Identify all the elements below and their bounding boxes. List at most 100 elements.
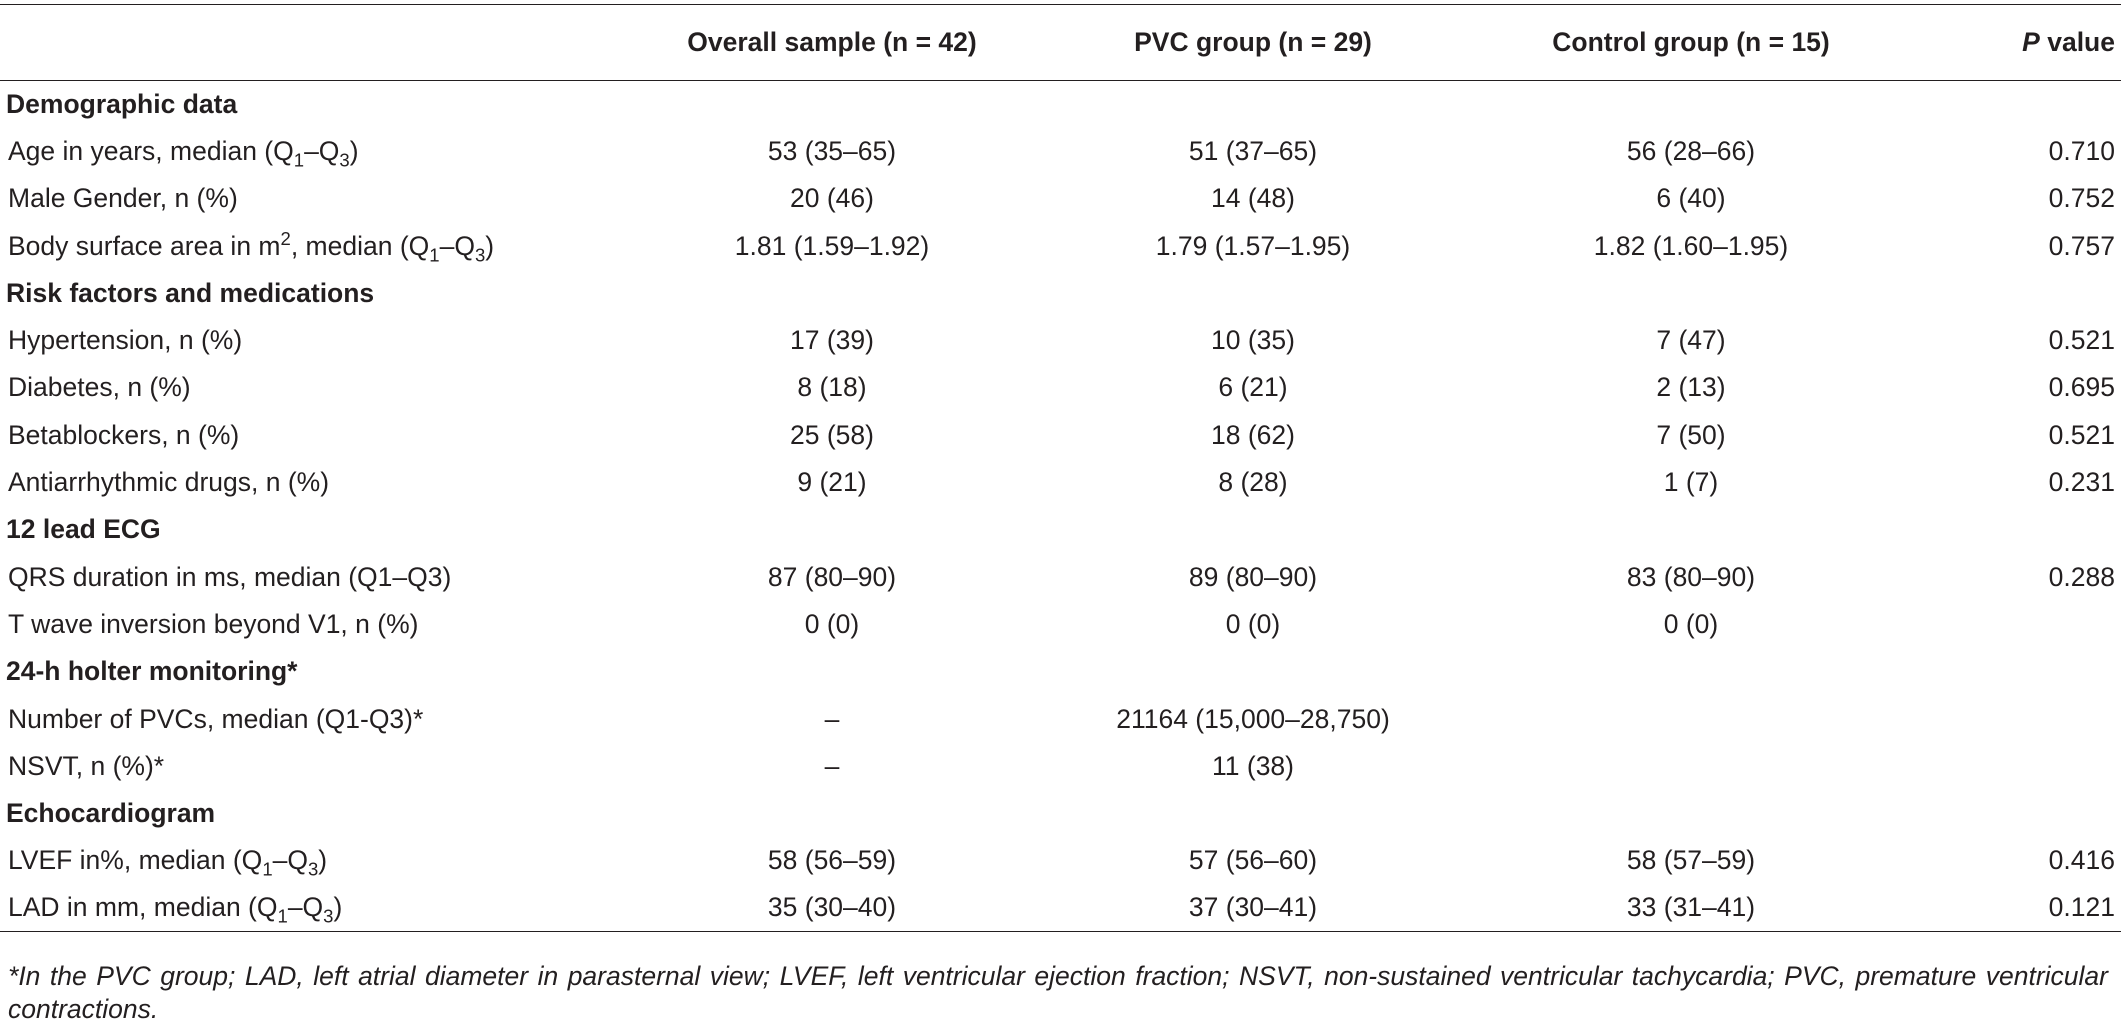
cell-control-group: 0 (0) [1663,608,1719,639]
section-title: 12 lead ECG [6,514,161,545]
label-text: –Q [272,845,308,876]
row-label: QRS duration in ms, median (Q1–Q3) [0,553,630,600]
label-text: NSVT, n (%)* [8,750,165,781]
section-title: Echocardiogram [6,798,216,829]
cell-overall-sample: – [824,703,840,734]
label-subscript: 3 [474,243,486,265]
table-row: Diabetes, n (%) 8 (18) 6 (21) 2 (13) 0.695 [0,364,2121,411]
cell-control-group: 33 (31–41) [1472,884,1910,933]
label-superscript: 2 [280,227,291,249]
section-title: Risk factors and medications [6,277,375,308]
cell-p-value [1910,743,2121,790]
section-header-row: 24-h holter monitoring* [0,648,2121,695]
cell-control-group: 7 (47) [1656,325,1726,356]
row-label: Body surface area in m2, median (Q1–Q3) [0,222,630,269]
section-title: Demographic data [6,88,238,119]
header-overall-sample: Overall sample (n = 42) [630,4,1034,81]
cell-p-value [1910,695,2121,742]
label-text: Male Gender, n (%) [8,183,238,214]
cell-p-value: 0.121 [1910,884,2121,933]
label-subscript: 1 [262,858,273,880]
label-subscript: 3 [307,858,319,880]
table-footnote: *In the PVC group; LAD, left atrial diam… [8,961,2108,1024]
cell-pvc-group: 11 (38) [1212,750,1294,781]
label-subscript: 1 [429,243,440,265]
cell-p-value: 0.757 [2048,230,2115,261]
cell-overall-sample: 53 (35–65) [767,135,897,166]
table-row: LAD in mm, median (Q1–Q3) 35 (30–40) 37 (3… [0,884,2121,933]
label-text: ) [349,135,359,166]
label-text: Number of PVCs, median (Q1-Q3)* [8,703,424,734]
cell-p-value: 0.521 [2048,419,2115,450]
row-label: Antiarrhythmic drugs, n (%) [0,459,630,506]
table-row: QRS duration in ms, median (Q1–Q3) 87 (80… [0,553,2121,600]
row-label: Male Gender, n (%) [0,175,630,222]
section-header-row: Demographic data [0,81,2121,128]
cell-pvc-group: 14 (48) [1211,183,1295,214]
characteristics-table: Overall sample (n = 42) PVC group (n = 2… [0,4,2121,933]
cell-overall-sample: 17 (39) [790,325,874,356]
cell-pvc-group: 37 (30–41) [1034,884,1472,933]
cell-control-group: 7 (50) [1656,419,1726,450]
cell-overall-sample: 9 (21) [797,467,867,498]
section-title: 24-h holter monitoring* [6,656,298,687]
header-p-letter: P [2022,27,2040,57]
cell-pvc-group: 6 (21) [1218,372,1288,403]
label-text: Hypertension, n (%) [8,325,243,356]
table-row: Body surface area in m2, median (Q1–Q3) 1… [0,222,2121,269]
label-text: –Q [287,892,324,923]
section-header-row: 12 lead ECG [0,506,2121,553]
row-label: Betablockers, n (%) [0,412,630,459]
label-text: ) [333,892,343,923]
table-row: T wave inversion beyond V1, n (%) 0 (0) 0 … [0,601,2121,648]
table-body: Demographic data Age in years, median (Q1… [0,81,2121,933]
cell-control-group: 2 (13) [1656,372,1726,403]
header-label-column [0,4,630,81]
table-row: Antiarrhythmic drugs, n (%) 9 (21) 8 (28) 1… [0,459,2121,506]
table-row: Hypertension, n (%) 17 (39) 10 (35) 7 (47) 0… [0,317,2121,364]
label-text: ) [318,845,328,876]
cell-pvc-group: 10 (35) [1211,325,1295,356]
label-text: LAD in mm, median (Q [8,892,278,923]
label-text: –Q [304,135,340,166]
cell-pvc-group: 1.79 (1.57–1.95) [1155,230,1351,261]
cell-control-group: 6 (40) [1656,183,1726,214]
row-label: T wave inversion beyond V1, n (%) [0,601,630,648]
cell-p-value: 0.752 [2048,183,2115,214]
cell-control-group [1472,743,1910,790]
label-subscript: 3 [339,149,350,171]
cell-overall-sample: 0 (0) [804,608,860,639]
label-subscript: 1 [277,905,288,927]
label-subscript: 3 [323,905,334,927]
cell-control-group [1472,695,1910,742]
cell-p-value: 0.416 [2048,845,2115,876]
cell-control-group: 56 (28–66) [1626,135,1756,166]
label-text: Age in years, median (Q [8,135,294,166]
cell-control-group: 58 (57–59) [1626,845,1756,876]
header-control-group: Control group (n = 15) [1472,4,1910,81]
cell-pvc-group: 0 (0) [1225,608,1281,639]
row-label: Age in years, median (Q1–Q3) [0,128,630,175]
label-text: ) [485,230,495,261]
cell-p-value: 0.521 [2048,325,2115,356]
cell-p-value: 0.695 [2048,372,2115,403]
cell-pvc-group: 18 (62) [1211,419,1295,450]
cell-p-value [1910,601,2121,648]
cell-pvc-group: 57 (56–60) [1188,845,1318,876]
row-label: Hypertension, n (%) [0,317,630,364]
table-row: Betablockers, n (%) 25 (58) 18 (62) 7 (50) 0… [0,412,2121,459]
cell-p-value: 0.231 [2048,467,2115,498]
cell-overall-sample: – [824,750,840,781]
cell-p-value: 0.710 [2048,135,2115,166]
label-subscript: 1 [293,149,305,171]
label-text: Diabetes, n (%) [8,372,191,403]
label-text: –Q [439,230,475,261]
cell-pvc-group: 21164 (15,000–28,750) [1116,703,1390,734]
row-label: LAD in mm, median (Q1–Q3) [0,884,630,933]
row-label: Diabetes, n (%) [0,364,630,411]
table-row: Male Gender, n (%) 20 (46) 14 (48) 6 (40) 0.… [0,175,2121,222]
table-row: LVEF in%, median (Q1–Q3) 58 (56–59) 57 (56… [0,837,2121,884]
cell-control-group: 1 (7) [1663,467,1719,498]
label-text: Body surface area in m [8,230,281,261]
